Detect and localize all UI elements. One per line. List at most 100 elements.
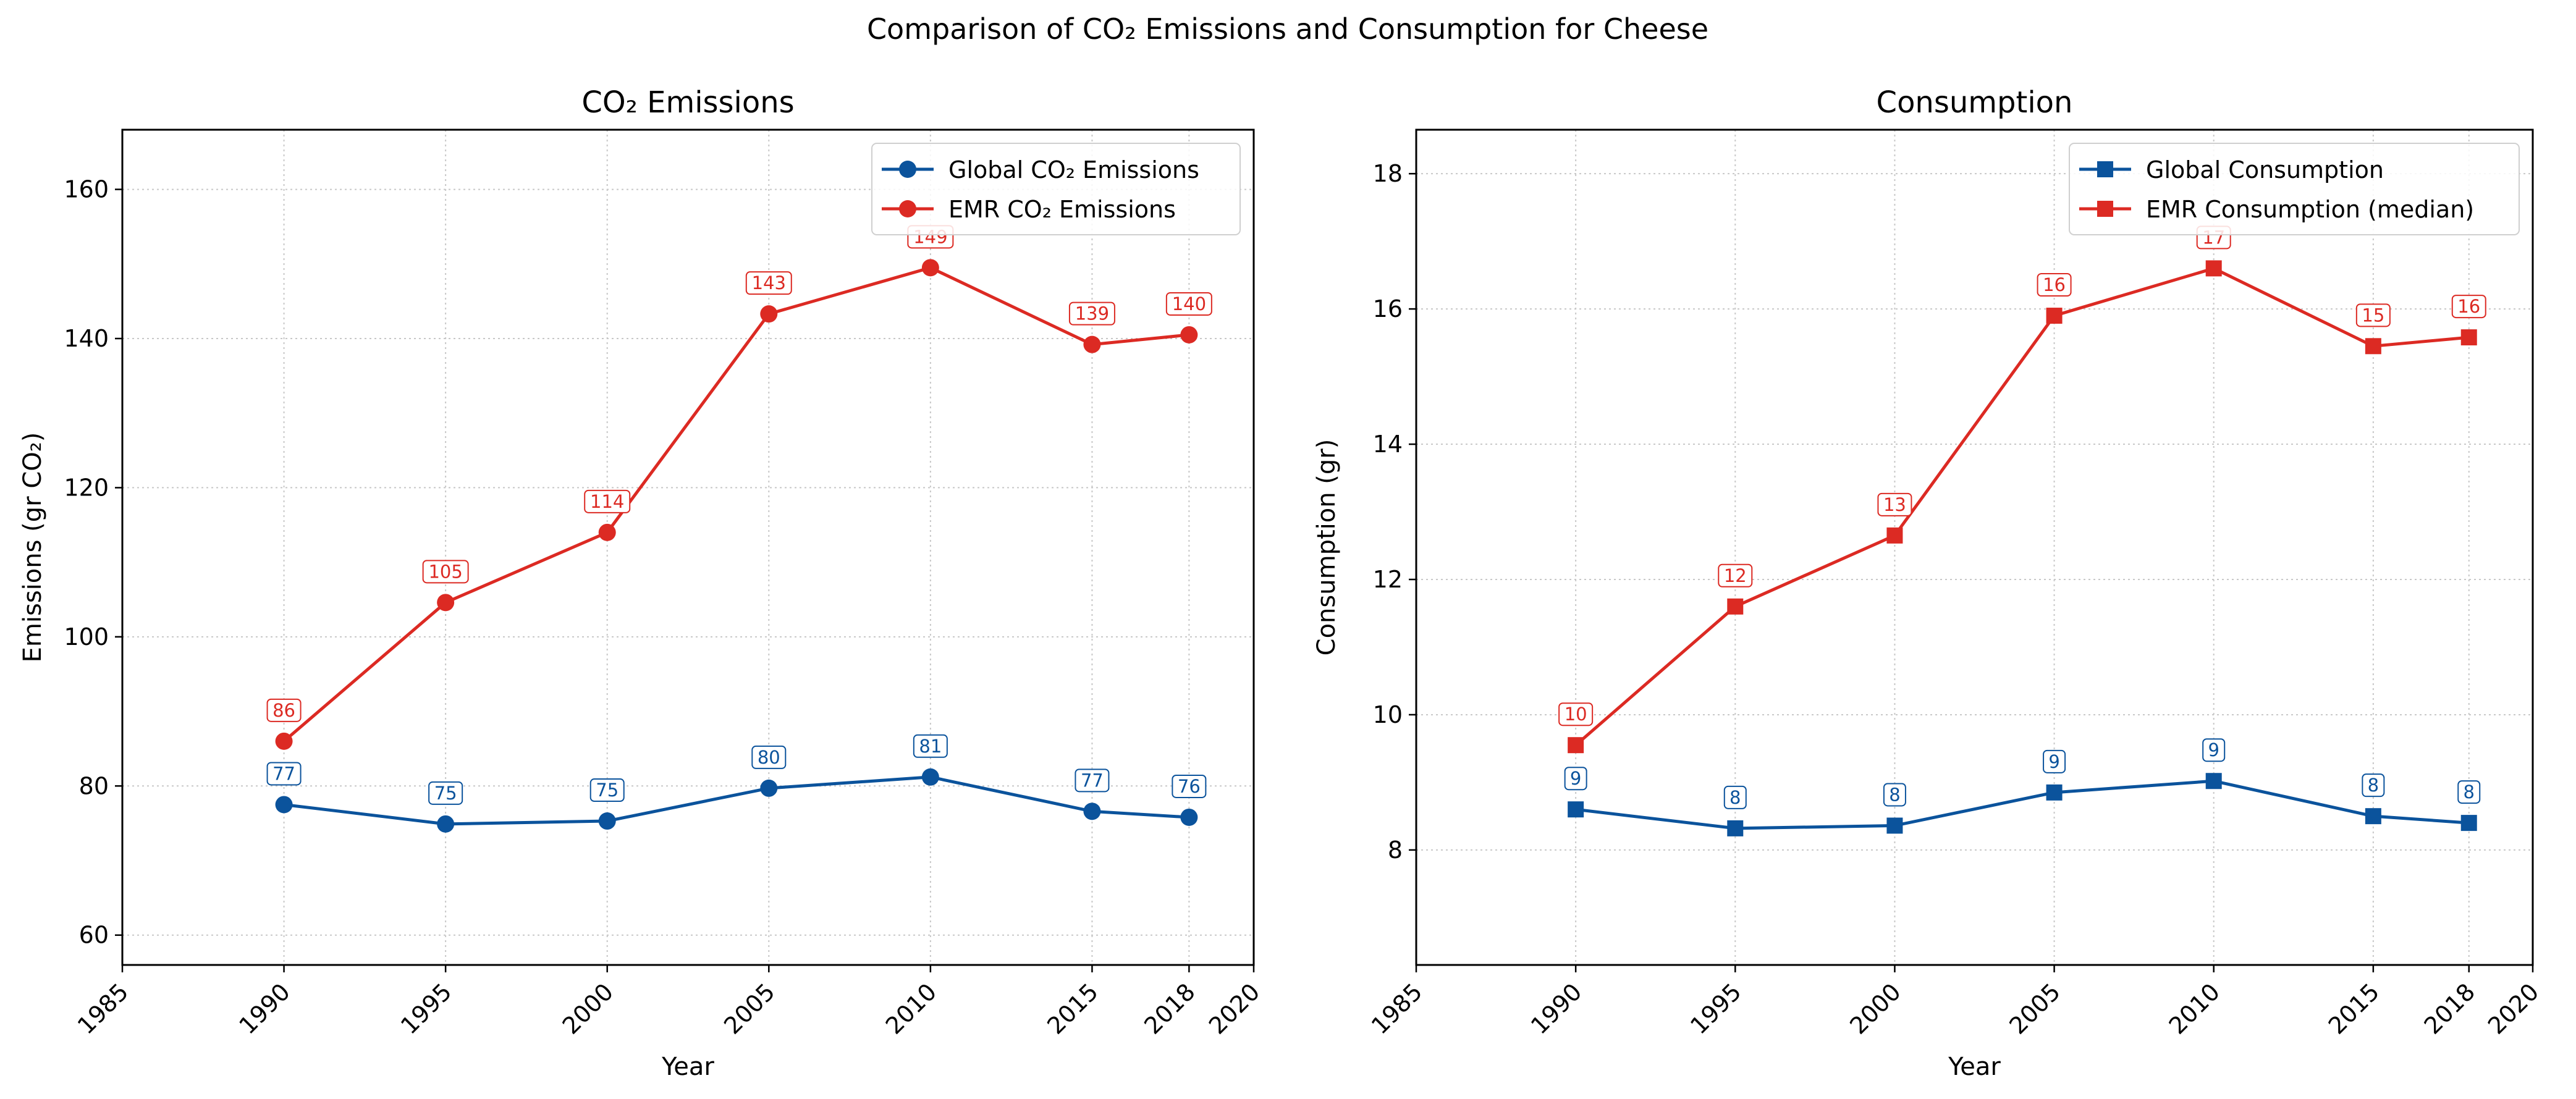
data-point xyxy=(1568,801,1584,818)
y-tick-label: 8 xyxy=(1388,836,1403,864)
data-point xyxy=(2460,329,2477,346)
y-axis-label: Consumption (gr) xyxy=(1312,439,1341,656)
data-label-box xyxy=(584,489,631,513)
chart-title: Consumption xyxy=(1877,85,2073,120)
y-axis-label: Emissions (gr CO₂) xyxy=(19,432,47,663)
data-label: 105 xyxy=(428,561,462,582)
data-point xyxy=(275,796,293,814)
data-point xyxy=(921,259,939,277)
data-label-box xyxy=(266,762,302,786)
data-label-box xyxy=(1723,785,1747,809)
data-point xyxy=(2046,784,2063,801)
data-point xyxy=(2365,338,2381,355)
data-label-box xyxy=(589,778,625,802)
data-label: 13 xyxy=(1883,494,1906,515)
data-label-box xyxy=(2037,273,2072,297)
data-label-box xyxy=(2457,780,2481,804)
data-point xyxy=(598,812,616,830)
y-tick-label: 10 xyxy=(1373,701,1403,728)
data-label-box xyxy=(745,271,792,295)
data-label-box xyxy=(266,698,302,722)
data-label: 143 xyxy=(752,272,786,293)
data-label: 139 xyxy=(1075,303,1109,324)
data-point xyxy=(1727,598,1744,615)
y-tick-label: 12 xyxy=(1373,566,1403,593)
data-label: 86 xyxy=(272,700,295,721)
y-tick-label: 60 xyxy=(79,922,109,949)
data-point xyxy=(2205,773,2222,790)
data-label: 77 xyxy=(1081,770,1104,791)
data-label-box xyxy=(1564,767,1587,791)
legend: Global CO₂ Emissions EMR CO₂ Emissions xyxy=(871,143,1241,235)
data-point xyxy=(1083,335,1101,353)
data-label: 140 xyxy=(1172,293,1206,314)
data-label: 75 xyxy=(596,780,619,801)
chart-title: CO₂ Emissions xyxy=(581,85,794,120)
y-tick-label: 120 xyxy=(64,474,109,501)
data-label-box xyxy=(422,560,469,584)
data-label-box xyxy=(1877,492,1912,516)
data-label-box xyxy=(1883,783,1906,807)
data-point xyxy=(1886,527,1903,544)
legend-label: EMR Consumption (median) xyxy=(2146,196,2474,223)
legend-label: EMR CO₂ Emissions xyxy=(948,196,1176,223)
data-label: 75 xyxy=(434,783,457,804)
data-label-box xyxy=(1172,774,1207,798)
data-point xyxy=(437,594,455,612)
data-label-box xyxy=(1075,768,1110,793)
data-label-box xyxy=(2043,749,2066,773)
plot-frame xyxy=(1415,128,2534,966)
legend-marker xyxy=(899,200,916,217)
data-label: 9 xyxy=(2048,751,2059,772)
x-axis-label: Year xyxy=(661,1053,714,1081)
data-point xyxy=(921,768,939,786)
data-point xyxy=(275,732,293,750)
data-point xyxy=(760,779,778,797)
data-label: 114 xyxy=(590,491,624,512)
data-point xyxy=(2460,815,2477,832)
data-point xyxy=(437,815,455,833)
data-label: 8 xyxy=(2464,781,2475,802)
data-label-box xyxy=(2451,295,2486,319)
data-label-box xyxy=(1068,301,1115,326)
data-point xyxy=(1886,817,1903,834)
data-point xyxy=(1727,820,1744,836)
data-label-box xyxy=(751,745,787,769)
data-point xyxy=(2365,808,2381,825)
data-label-box xyxy=(1165,292,1212,316)
data-label: 16 xyxy=(2043,274,2066,295)
data-label: 8 xyxy=(1729,787,1741,808)
data-point xyxy=(1180,326,1198,343)
data-point xyxy=(1083,802,1101,820)
data-label-box xyxy=(1718,563,1753,587)
legend-label: Global CO₂ Emissions xyxy=(948,156,1199,183)
data-label: 16 xyxy=(2457,296,2480,317)
y-tick-label: 140 xyxy=(64,325,109,352)
data-label: 12 xyxy=(1724,565,1747,586)
y-tick-label: 18 xyxy=(1373,160,1403,187)
data-label: 10 xyxy=(1565,704,1587,725)
data-label-box xyxy=(913,734,948,758)
data-label-box xyxy=(2362,773,2385,798)
data-label: 15 xyxy=(2362,305,2384,326)
x-axis-label: Year xyxy=(1948,1053,2001,1081)
legend-marker xyxy=(2097,201,2113,217)
plot-frame xyxy=(121,128,1255,966)
data-point xyxy=(598,523,616,541)
legend-marker xyxy=(899,161,916,178)
data-point xyxy=(760,305,778,323)
y-tick-label: 160 xyxy=(64,176,109,203)
data-label: 9 xyxy=(2208,739,2219,760)
data-label-box xyxy=(428,781,463,805)
legend: Global Consumption EMR Consumption (media… xyxy=(2069,143,2520,235)
data-label: 77 xyxy=(272,763,295,784)
data-point xyxy=(2046,308,2063,324)
y-tick-label: 16 xyxy=(1373,295,1403,322)
legend-label: Global Consumption xyxy=(2146,156,2384,183)
data-point xyxy=(2205,260,2222,277)
data-label: 80 xyxy=(758,747,780,768)
data-label: 76 xyxy=(1178,776,1201,797)
data-label: 81 xyxy=(919,736,942,757)
data-point xyxy=(1180,808,1198,826)
y-tick-label: 14 xyxy=(1373,431,1403,458)
